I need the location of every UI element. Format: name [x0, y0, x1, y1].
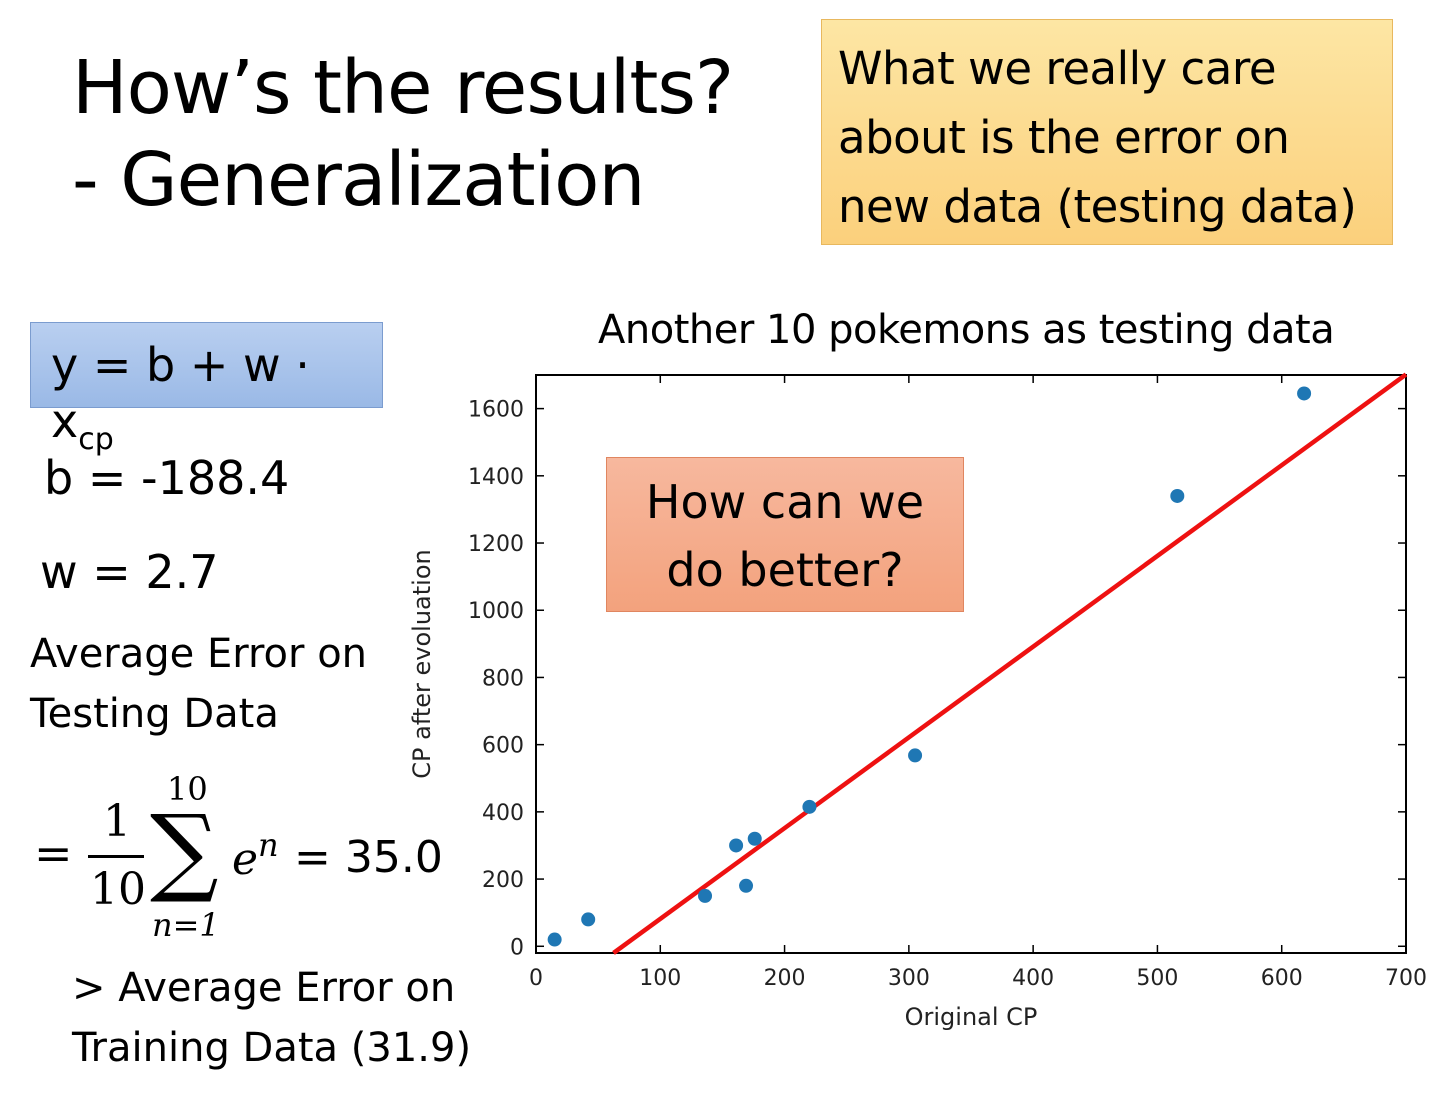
y-tick-label: 1400: [468, 465, 524, 490]
slide-title: How’s the results? - Generalization: [72, 42, 734, 226]
y-tick-label: 600: [482, 734, 524, 759]
note-line-3: new data (testing data): [838, 180, 1357, 233]
b-value: b = -188.4: [44, 451, 290, 505]
x-tick-label: 300: [888, 966, 930, 991]
note-line-1: What we really care: [838, 42, 1277, 95]
data-point: [908, 748, 923, 763]
x-tick-label: 200: [764, 966, 806, 991]
y-tick-label: 1200: [468, 532, 524, 557]
question-callout: How can we do better?: [606, 457, 964, 612]
x-tick-label: 0: [529, 966, 543, 991]
w-value: w = 2.7: [40, 545, 219, 599]
sum-denominator: 10: [90, 864, 146, 915]
question-line-1: How can we: [645, 475, 925, 529]
model-formula-box: y = b + w · xcp: [30, 322, 383, 457]
note-line-2: about is the error on: [838, 111, 1290, 164]
data-point: [581, 912, 596, 927]
formula-subscript: cp: [78, 422, 114, 457]
data-point: [747, 831, 762, 846]
title-line-2: - Generalization: [72, 137, 645, 223]
regression-line: [612, 372, 1408, 955]
data-point: [739, 878, 754, 893]
data-point: [1170, 488, 1185, 503]
question-line-2: do better?: [666, 543, 904, 597]
model-formula: y = b + w · xcp: [51, 337, 382, 457]
sum-equals: =: [34, 826, 73, 880]
sum-upper-limit: 10: [167, 770, 208, 808]
data-point: [802, 799, 817, 814]
y-axis-label: CP after evoluation: [408, 549, 436, 778]
chart-title: Another 10 pokemons as testing data: [598, 307, 1335, 353]
y-tick-label: 1600: [468, 398, 524, 423]
avg-error-label-2: Testing Data: [30, 691, 279, 737]
y-tick-label: 400: [482, 801, 524, 826]
scatter-chart: 0 100 200 300 400 500 600 700 0 200 400 600 800 1000 1…: [408, 372, 1427, 1031]
title-line-1: How’s the results?: [72, 45, 734, 131]
x-tick-label: 700: [1385, 966, 1427, 991]
avg-error-label-1: Average Error on: [30, 631, 368, 677]
fraction-bar: [88, 855, 144, 858]
x-tick-label: 500: [1136, 966, 1178, 991]
data-point: [547, 932, 562, 947]
plot-frame: [535, 374, 1407, 954]
sum-lower-limit: n=1: [152, 906, 220, 944]
y-tick-label: 0: [510, 935, 524, 960]
y-tick-label: 200: [482, 868, 524, 893]
compare-line-2: Training Data (31.9): [72, 1025, 472, 1071]
x-tick-label: 600: [1261, 966, 1303, 991]
sum-term: e: [232, 834, 259, 885]
sigma-symbol: ∑: [150, 794, 219, 906]
x-tick-label: 400: [1012, 966, 1054, 991]
x-tick-label: 100: [639, 966, 681, 991]
data-point: [698, 888, 713, 903]
y-tick-label: 1000: [468, 599, 524, 624]
data-point: [729, 838, 744, 853]
sum-term-superscript: n: [258, 826, 279, 864]
y-tick-label: 800: [482, 666, 524, 691]
sum-numerator: 1: [103, 796, 131, 847]
note-callout: What we really care about is the error o…: [821, 19, 1393, 245]
sum-result: = 35.0: [294, 832, 443, 883]
x-axis-label: Original CP: [905, 1003, 1038, 1031]
compare-line-1: > Average Error on: [72, 965, 456, 1011]
formula-main: y = b + w · x: [51, 338, 310, 448]
data-point: [1297, 386, 1312, 401]
